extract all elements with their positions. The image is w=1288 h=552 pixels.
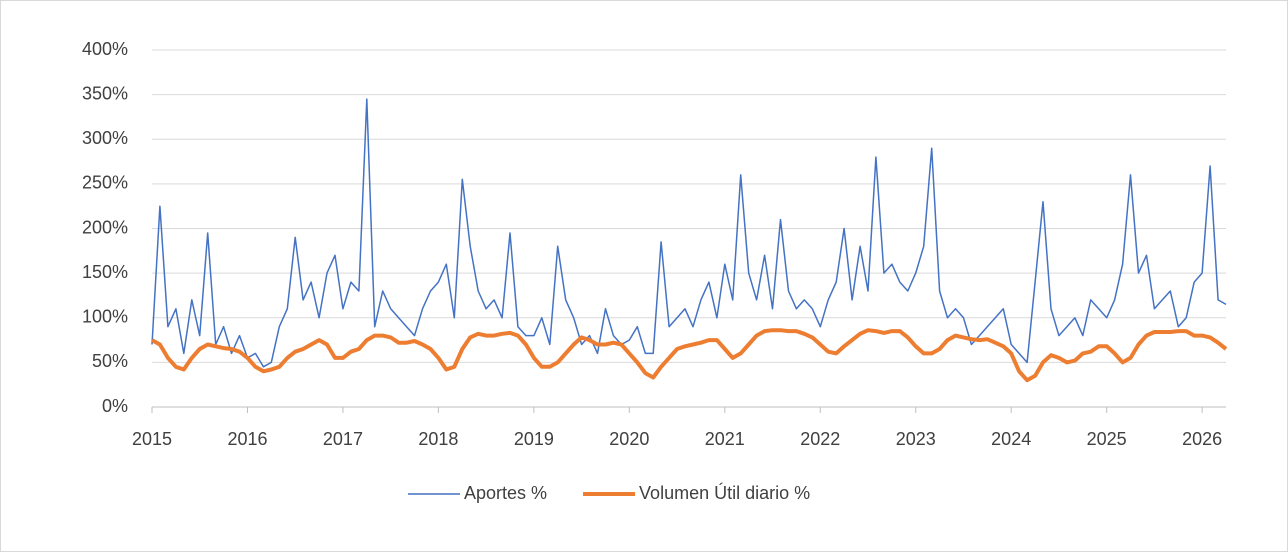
y-tick-label: 50% (92, 351, 128, 371)
x-tick-label: 2023 (896, 429, 936, 449)
y-tick-label: 350% (82, 83, 128, 103)
y-tick-label: 250% (82, 173, 128, 193)
x-tick-label: 2020 (609, 429, 649, 449)
legend-label: Aportes % (464, 483, 547, 503)
legend-label: Volumen Útil diario % (639, 482, 810, 503)
series-line (151, 98, 1227, 368)
x-tick-label: 2024 (991, 429, 1031, 449)
x-tick-label: 2015 (132, 429, 172, 449)
x-tick-label: 2025 (1087, 429, 1127, 449)
y-tick-label: 0% (102, 396, 128, 416)
series-line (151, 328, 1228, 383)
x-tick-label: 2022 (800, 429, 840, 449)
x-tick-label: 2019 (514, 429, 554, 449)
x-tick-label: 2026 (1182, 429, 1222, 449)
x-tick-label: 2021 (705, 429, 745, 449)
x-tick-label: 2017 (323, 429, 363, 449)
y-tick-label: 100% (82, 307, 128, 327)
x-tick-label: 2016 (227, 429, 267, 449)
y-tick-label: 400% (82, 39, 128, 59)
y-tick-label: 300% (82, 128, 128, 148)
y-tick-label: 200% (82, 217, 128, 237)
y-tick-label: 150% (82, 262, 128, 282)
x-tick-label: 2018 (418, 429, 458, 449)
